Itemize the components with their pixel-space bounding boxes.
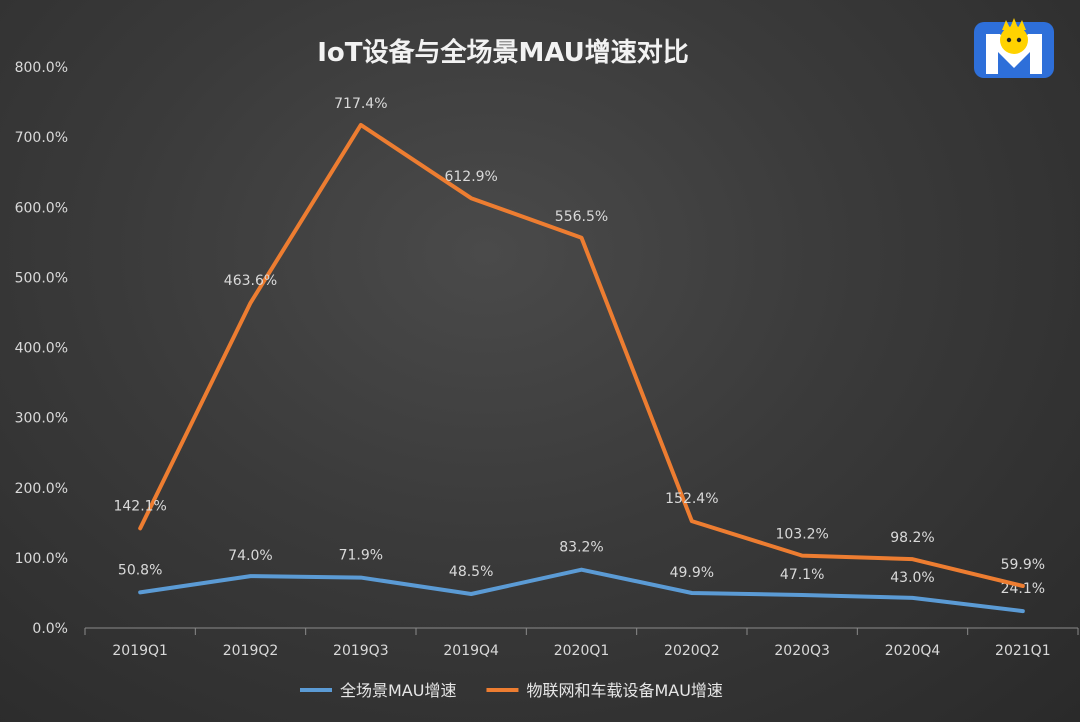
y-tick-label: 100.0%	[15, 551, 68, 567]
data-label: 43.0%	[890, 570, 934, 586]
y-tick-label: 400.0%	[15, 341, 68, 357]
data-label: 71.9%	[339, 548, 383, 564]
y-tick-label: 200.0%	[15, 481, 68, 497]
y-tick-label: 0.0%	[32, 621, 68, 637]
data-label: 142.1%	[113, 498, 166, 514]
data-label: 98.2%	[890, 530, 934, 546]
data-label: 59.9%	[1001, 557, 1045, 573]
series-line-2	[138, 122, 1025, 588]
y-tick-label: 600.0%	[15, 200, 68, 216]
data-label: 50.8%	[118, 562, 162, 578]
brand-logo-icon	[974, 18, 1054, 78]
x-tick-label: 2020Q1	[554, 643, 610, 659]
data-label: 556.5%	[555, 209, 608, 225]
y-tick-label: 500.0%	[15, 270, 68, 286]
y-tick-label: 300.0%	[15, 411, 68, 427]
x-tick-label: 2020Q3	[774, 643, 830, 659]
y-axis: 0.0% 100.0% 200.0% 300.0% 400.0% 500.0% 600.0%…	[15, 60, 68, 637]
chart-title: IoT设备与全场景MAU增速对比	[317, 37, 689, 68]
data-label: 152.4%	[665, 491, 718, 507]
legend: 全场景MAU增速 物联网和车载设备MAU增速	[300, 681, 723, 700]
x-tick-label: 2019Q3	[333, 643, 389, 659]
data-label: 74.0%	[228, 548, 272, 564]
legend-label: 全场景MAU增速	[340, 681, 456, 700]
data-label: 103.2%	[775, 527, 828, 543]
data-label: 48.5%	[449, 564, 493, 580]
data-label: 83.2%	[559, 540, 603, 556]
data-label: 47.1%	[780, 567, 824, 583]
y-tick-label: 800.0%	[15, 60, 68, 76]
data-label: 717.4%	[334, 96, 387, 112]
data-label: 463.6%	[224, 273, 277, 289]
x-tick-label: 2019Q2	[223, 643, 279, 659]
x-tick-label: 2020Q4	[885, 643, 941, 659]
series-group: 50.8% 74.0% 71.9% 48.5% 83.2% 49.9% 47.1% 43.0%…	[113, 96, 1045, 614]
x-tick-label: 2020Q2	[664, 643, 720, 659]
x-axis: 2019Q1 2019Q2 2019Q3 2019Q4 2020Q1 2020Q2 2020…	[84, 627, 1079, 659]
legend-label: 物联网和车载设备MAU增速	[526, 681, 722, 700]
data-label: 612.9%	[444, 169, 497, 185]
y-tick-label: 700.0%	[15, 130, 68, 146]
data-label: 49.9%	[670, 565, 714, 581]
x-tick-label: 2019Q4	[443, 643, 499, 659]
x-tick-label: 2021Q1	[995, 643, 1051, 659]
x-tick-label: 2019Q1	[112, 643, 168, 659]
